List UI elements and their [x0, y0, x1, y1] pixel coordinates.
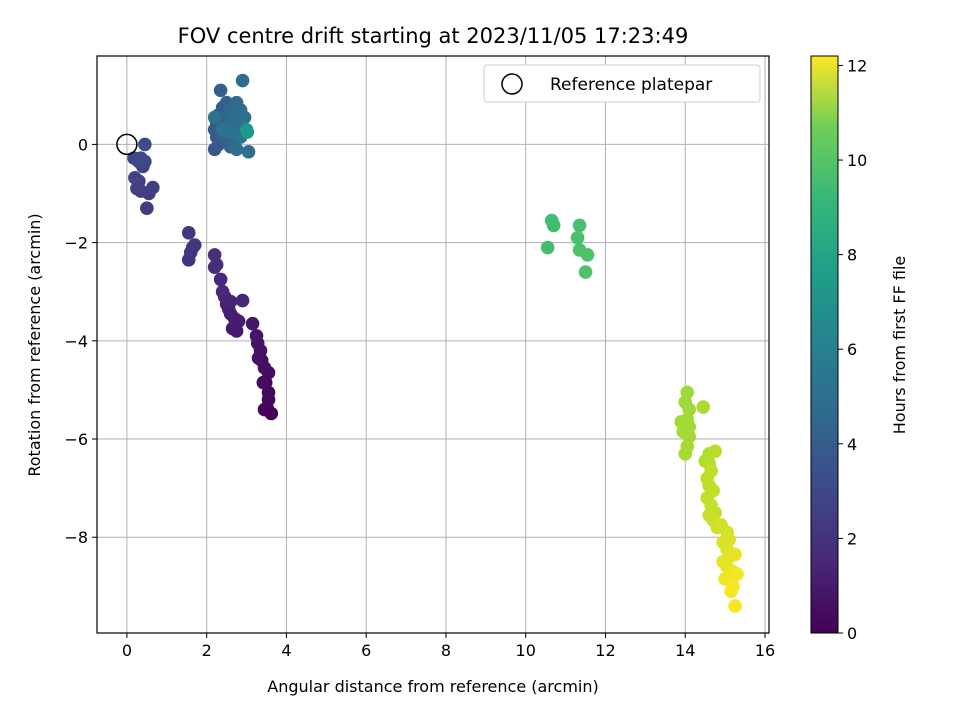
colorbar-tick-label: 8: [847, 246, 857, 265]
data-point: [726, 579, 740, 594]
data-point: [245, 316, 260, 331]
colorbar-tick-label: 2: [847, 529, 857, 548]
data-point: [249, 329, 264, 343]
colorbar-tick-label: 4: [847, 435, 857, 454]
x-tick-label: 16: [755, 641, 775, 660]
data-point: [229, 142, 244, 157]
legend-label: Reference platepar: [550, 75, 712, 95]
y-axis-label: Rotation from reference (arcmin): [25, 213, 44, 476]
x-ticks: 0 2 4 6 8 10 12 14 16: [122, 633, 775, 660]
x-axis-label: Angular distance from reference (arcmin): [267, 677, 598, 696]
data-point: [213, 272, 228, 287]
x-tick-label: 12: [595, 641, 615, 660]
data-point: [181, 225, 196, 240]
data-point: [138, 137, 152, 152]
colorbar-label: Hours from first FF file: [890, 256, 909, 435]
grid: [97, 56, 769, 633]
y-tick-label: −2: [64, 234, 88, 253]
colorbar-tick-label: 10: [847, 151, 867, 170]
reference-marker-layer: [116, 133, 138, 156]
colorbar-tick-label: 12: [847, 56, 867, 75]
colorbar-ticks: 0 2 4 6 8 10 12: [838, 56, 867, 643]
x-tick-label: 6: [361, 641, 371, 660]
colorbar-tick-label: 0: [847, 624, 857, 643]
data-point: [140, 201, 154, 216]
plot-frame: [96, 55, 770, 634]
data-point: [146, 180, 160, 195]
data-point: [187, 238, 202, 252]
data-point: [728, 599, 742, 613]
data-point: [134, 151, 148, 165]
data-point: [207, 248, 222, 262]
data-point: [215, 284, 230, 299]
data-point: [235, 73, 250, 88]
legend: Reference platepar: [483, 64, 761, 103]
colorbar-gradient: [810, 55, 839, 634]
data-point: [207, 110, 222, 125]
x-tick-label: 14: [675, 641, 695, 660]
reference-platepar-marker: [116, 133, 138, 156]
legend-box: [483, 64, 761, 103]
points-layer: [127, 73, 744, 613]
x-tick-label: 0: [122, 641, 132, 660]
data-point: [678, 446, 693, 461]
data-point: [235, 293, 250, 308]
y-tick-label: −6: [64, 430, 88, 449]
data-point: [240, 125, 255, 139]
data-point: [578, 265, 593, 279]
data-point: [128, 170, 142, 185]
x-tick-label: 2: [202, 641, 212, 660]
data-point: [730, 567, 744, 581]
data-point: [708, 444, 722, 459]
x-tick-label: 8: [441, 641, 451, 660]
colorbar: 0 2 4 6 8 10 12 Hours from first FF file: [810, 55, 909, 643]
chart-title: FOV centre drift starting at 2023/11/05 …: [178, 24, 689, 48]
y-tick-label: −8: [64, 528, 88, 547]
y-ticks: 0 −2 −4 −6 −8: [64, 135, 97, 547]
data-point: [696, 400, 710, 414]
legend-marker: [501, 73, 523, 95]
data-point: [540, 240, 555, 255]
y-tick-label: −4: [64, 332, 88, 351]
data-point: [570, 230, 585, 245]
data-point: [546, 218, 561, 233]
data-point: [728, 547, 742, 562]
x-tick-label: 4: [281, 641, 291, 660]
data-point: [580, 248, 595, 262]
data-point: [241, 144, 256, 159]
y-tick-label: 0: [78, 135, 88, 154]
colorbar-tick-label: 6: [847, 340, 857, 359]
data-point: [213, 83, 228, 98]
x-tick-label: 10: [516, 641, 536, 660]
data-point: [237, 110, 252, 125]
data-point: [572, 218, 587, 233]
